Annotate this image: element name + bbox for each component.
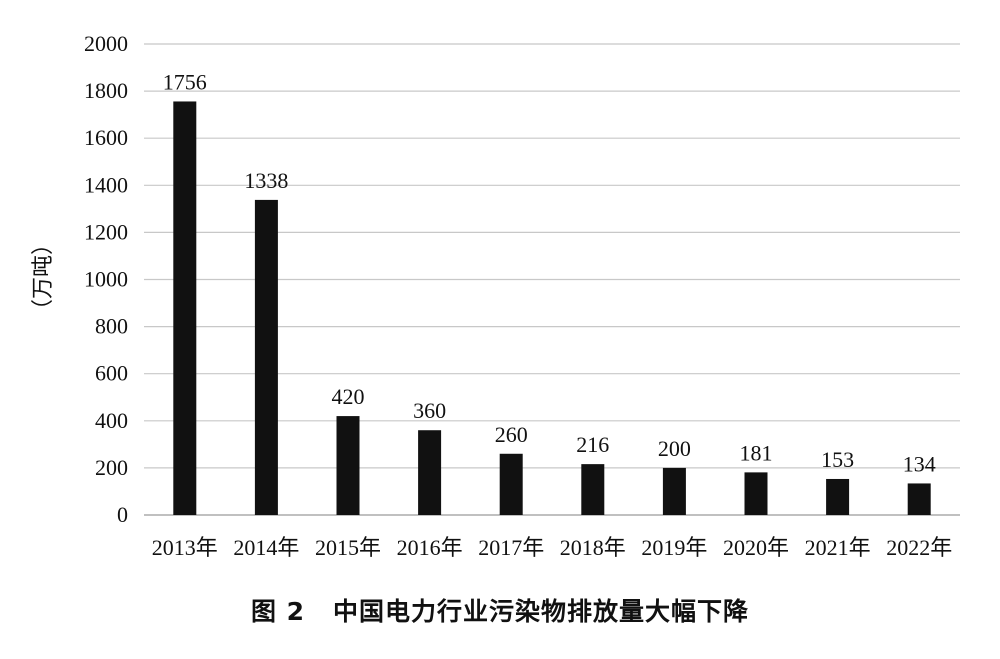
bar-chart: 0 200 400 600 800 1000 1200 1400 1600 1800 2000 17… [31,31,960,560]
x-tick-label: 2020年 [723,535,789,560]
figure-number: 图 2 [250,597,306,626]
y-tick-label: 600 [95,361,128,386]
y-axis-ticks: 0 200 400 600 800 1000 1200 1400 1600 1800 2000 [84,31,128,527]
bar [662,467,686,515]
x-tick-label: 2021年 [805,535,871,560]
data-label: 216 [576,432,609,457]
data-label: 1756 [163,69,207,94]
y-tick-label: 2000 [84,31,128,56]
x-tick-label: 2015年 [315,535,381,560]
y-tick-label: 1400 [84,172,128,197]
data-label: 134 [903,451,936,476]
y-tick-label: 0 [117,502,128,527]
bar [173,101,197,515]
x-tick-label: 2017年 [478,535,544,560]
x-tick-label: 2016年 [397,535,463,560]
y-tick-label: 1600 [84,125,128,150]
x-tick-label: 2019年 [641,535,707,560]
y-tick-label: 1800 [84,78,128,103]
y-tick-label: 1000 [84,267,128,292]
gridlines [144,43,960,516]
data-label: 1338 [244,168,288,193]
bar [499,453,523,515]
bar [254,199,278,515]
x-tick-label: 2022年 [886,535,952,560]
figure-title: 中国电力行业污染物排放量大幅下降 [333,597,750,626]
data-labels: 1756 1338 420 360 260 216 200 181 153 134 [163,69,936,476]
bar [581,464,605,515]
data-label: 260 [495,422,528,447]
y-tick-label: 1200 [84,219,128,244]
bar [907,483,931,515]
bar [744,472,768,515]
figure-caption: 图 2 中国电力行业污染物排放量大幅下降 [0,592,1000,628]
data-label: 181 [740,440,773,465]
y-axis-label: （万吨） [31,233,56,321]
y-tick-label: 200 [95,455,128,480]
x-tick-label: 2018年 [560,535,626,560]
data-label: 200 [658,436,691,461]
bar [336,416,360,515]
x-tick-label: 2013年 [152,535,218,560]
bar [418,430,442,515]
data-label: 153 [821,447,854,472]
data-label: 420 [332,384,365,409]
y-tick-label: 400 [95,408,128,433]
y-tick-label: 800 [95,314,128,339]
bars [173,101,931,515]
x-tick-label: 2014年 [233,535,299,560]
bar [826,478,850,515]
x-axis-ticks: 2013年 2014年 2015年 2016年 2017年 2018年 2019年 2020年… [152,535,952,560]
data-label: 360 [413,398,446,423]
